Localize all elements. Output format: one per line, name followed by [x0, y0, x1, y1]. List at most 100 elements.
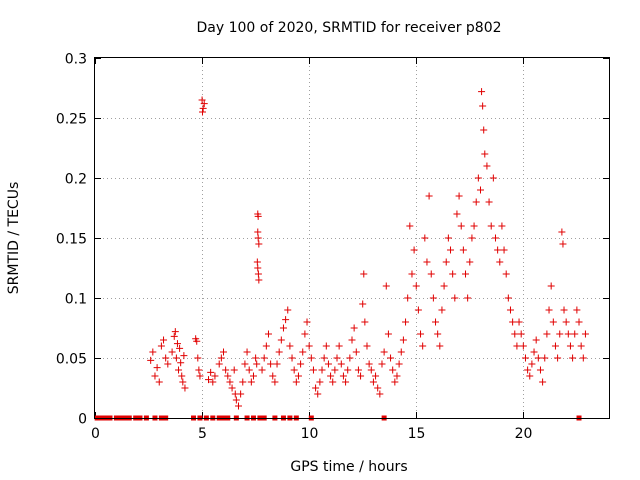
data-point: [432, 318, 440, 326]
data-point: [423, 258, 431, 266]
data-point: [455, 192, 463, 200]
data-point: [226, 378, 234, 386]
data-point: [534, 354, 542, 362]
data-point: [387, 354, 395, 362]
data-point: [536, 366, 544, 374]
data-point: [350, 324, 358, 332]
x-tick-label: 0: [91, 426, 100, 442]
data-point: [427, 270, 435, 278]
data-point: [575, 318, 583, 326]
data-point: [481, 150, 489, 158]
data-point: [361, 318, 369, 326]
data-point: [305, 342, 313, 350]
data-point: [253, 360, 261, 368]
data-point: [434, 330, 442, 338]
data-point: [220, 348, 227, 356]
data-point: [579, 354, 587, 362]
data-point: [172, 354, 180, 362]
data-point: [171, 328, 179, 336]
data-point: [331, 366, 339, 374]
y-tick-label: 0.05: [56, 352, 87, 368]
data-point: [577, 342, 585, 350]
data-point: [180, 352, 188, 360]
data-point: [255, 240, 263, 248]
data-point: [316, 378, 324, 386]
data-point: [562, 318, 570, 326]
data-point: [521, 354, 529, 362]
data-point: [269, 372, 277, 380]
data-point: [255, 276, 263, 284]
data-point: [472, 198, 480, 206]
data-point: [483, 162, 491, 170]
data-point: [275, 348, 283, 356]
data-point: [199, 108, 207, 116]
x-tick-label: 10: [301, 426, 319, 442]
data-point: [556, 330, 564, 338]
data-point: [477, 186, 484, 194]
data-point: [372, 372, 380, 380]
data-point: [309, 366, 317, 374]
data-point: [207, 368, 215, 376]
data-point: [357, 372, 365, 380]
data-point: [211, 372, 219, 380]
data-point: [179, 378, 187, 386]
data-point: [153, 364, 161, 372]
data-point: [440, 282, 448, 290]
data-point: [290, 366, 298, 374]
data-point: [378, 360, 386, 368]
data-point: [286, 342, 294, 350]
data-point: [271, 378, 279, 386]
data-point: [177, 359, 185, 367]
data-point: [175, 366, 183, 374]
data-point: [453, 210, 461, 218]
data-point: [524, 366, 532, 374]
data-point: [444, 234, 452, 242]
data-point: [414, 306, 422, 314]
data-point: [155, 378, 163, 386]
data-point: [254, 234, 262, 242]
data-point: [447, 246, 455, 254]
data-point: [264, 330, 272, 338]
data-point: [402, 318, 410, 326]
data-point: [485, 198, 493, 206]
data-point: [528, 360, 536, 368]
data-point: [560, 306, 568, 314]
data-point: [273, 360, 281, 368]
data-point: [410, 246, 418, 254]
y-axis-label: SRMTID / TECUs: [6, 182, 22, 295]
data-point: [303, 318, 311, 326]
x-tick-label: 15: [408, 426, 426, 442]
data-point: [288, 354, 296, 362]
data-point: [301, 330, 309, 338]
data-point: [419, 342, 427, 350]
x-axis-label: GPS time / hours: [290, 459, 407, 475]
data-point: [360, 270, 368, 278]
data-point: [194, 354, 202, 362]
data-point: [205, 376, 213, 384]
data-point: [234, 402, 242, 410]
data-point: [247, 378, 255, 386]
data-point: [367, 366, 375, 374]
data-point: [254, 270, 262, 278]
data-point: [239, 378, 247, 386]
data-point: [222, 366, 230, 374]
data-point: [457, 222, 465, 230]
data-point: [284, 306, 292, 314]
data-point: [545, 306, 553, 314]
data-point: [318, 366, 326, 374]
data-point: [541, 354, 549, 362]
data-point: [449, 270, 457, 278]
chart-title: Day 100 of 2020, SRMTID for receiver p80…: [196, 20, 501, 36]
data-point: [429, 294, 437, 302]
data-point: [346, 354, 354, 362]
data-point: [395, 360, 403, 368]
data-point: [282, 316, 290, 324]
data-point: [217, 354, 225, 362]
data-point: [151, 372, 159, 380]
data-point: [294, 372, 302, 380]
data-point: [254, 228, 262, 236]
data-point: [297, 360, 305, 368]
data-point: [500, 246, 508, 254]
data-point: [382, 282, 390, 290]
data-point: [254, 212, 262, 220]
